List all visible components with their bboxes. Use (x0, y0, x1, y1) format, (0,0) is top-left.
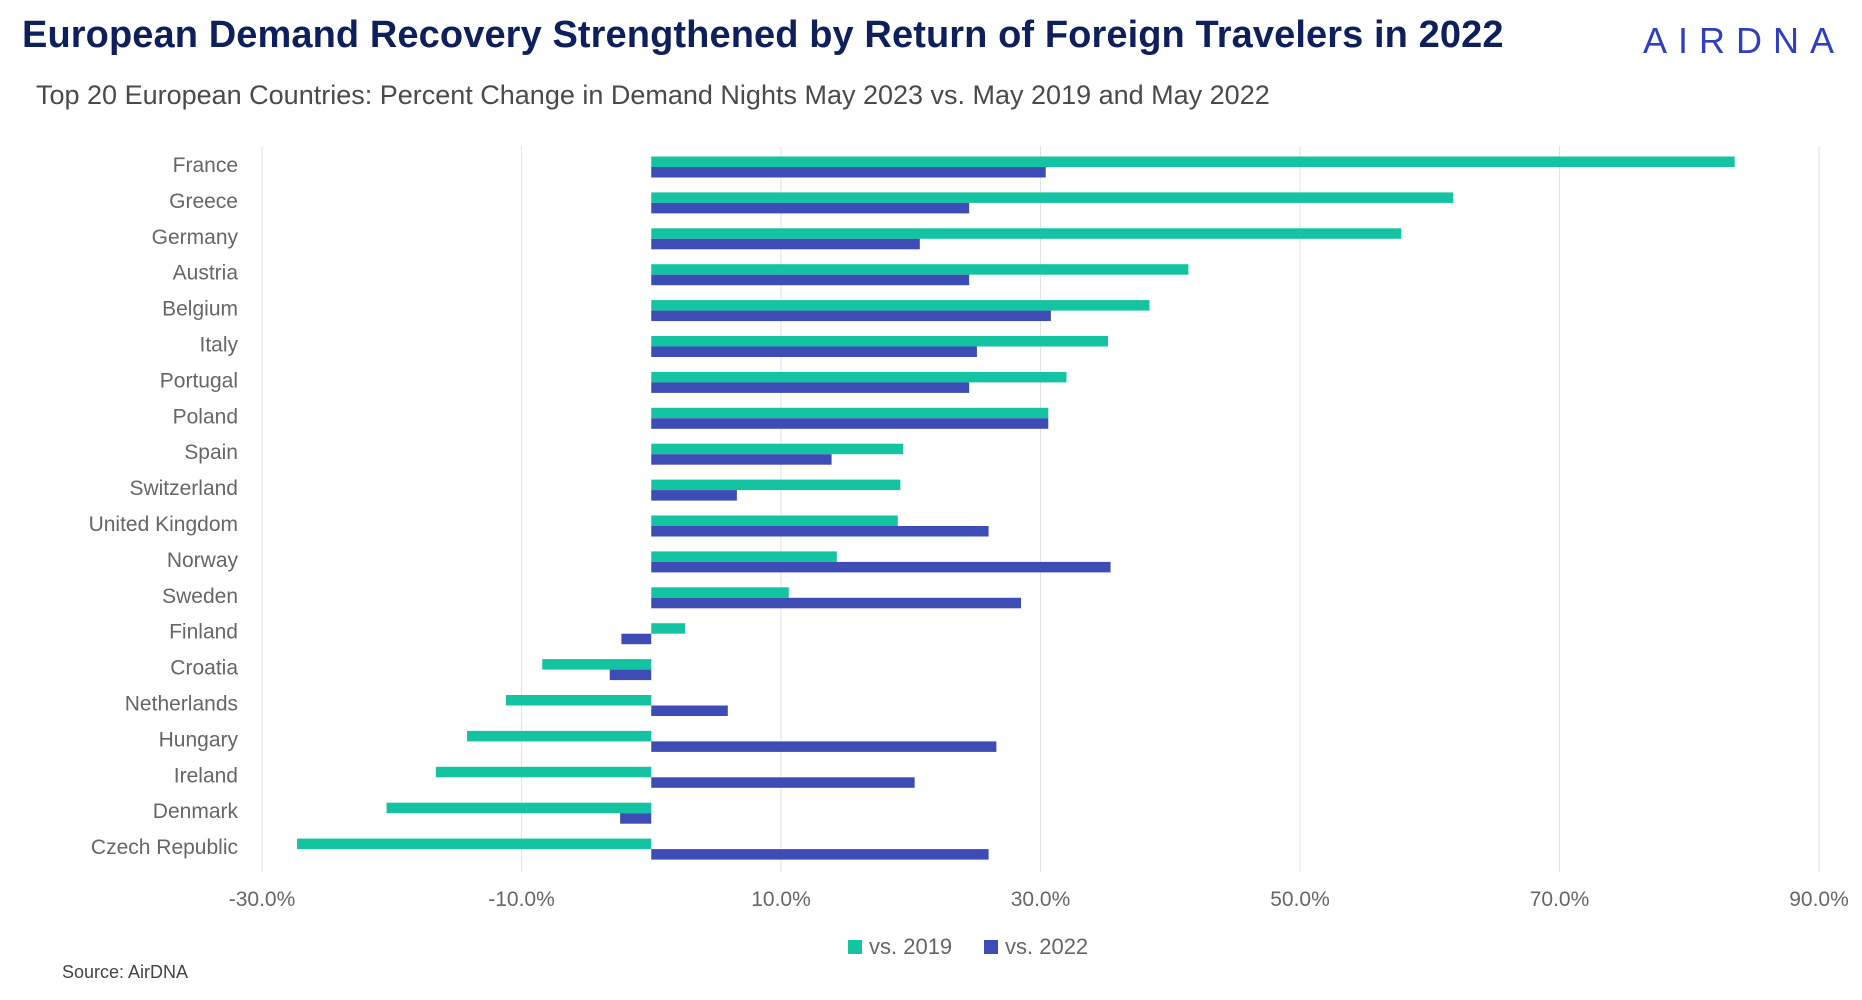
source-note: Source: AirDNA (62, 962, 189, 982)
bar-vs-2022 (651, 167, 1046, 178)
x-tick-label: 50.0% (1270, 888, 1330, 911)
bar-vs-2019 (651, 551, 837, 562)
x-tick-label: -10.0% (488, 888, 555, 911)
bar-vs-2019 (651, 192, 1454, 203)
bar-vs-2022 (651, 597, 1022, 609)
bar-vs-2019 (651, 156, 1735, 167)
airdna-logo: AIRDNA (1643, 20, 1846, 61)
bar-vs-2019 (651, 264, 1189, 275)
bar-vs-2019 (651, 371, 1067, 383)
bar-vs-2019 (651, 300, 1150, 311)
category-label: Spain (184, 441, 238, 464)
bar-vs-2019 (651, 587, 789, 598)
x-tick-label: 10.0% (751, 888, 811, 911)
category-label: Ireland (174, 764, 238, 787)
category-label: United Kingdom (89, 513, 238, 536)
bar-vs-2019 (297, 838, 652, 850)
category-label: Norway (167, 549, 239, 572)
bar-vs-2019 (651, 515, 898, 526)
category-label: Poland (173, 405, 238, 428)
legend-item-vs-2022-swatch (984, 940, 998, 954)
chart-subtitle: Top 20 European Countries: Percent Chang… (36, 80, 1270, 110)
bar-vs-2022 (651, 382, 970, 393)
bar-vs-2019 (651, 336, 1108, 347)
category-label: Denmark (153, 800, 239, 823)
legend-item-vs-2019-swatch (848, 940, 862, 954)
bar-vs-2019 (651, 479, 901, 491)
category-label: Italy (199, 334, 238, 357)
category-label: Germany (152, 226, 239, 249)
x-tick-label: 70.0% (1530, 888, 1590, 911)
category-label: Croatia (170, 657, 238, 680)
bar-vs-2019 (651, 443, 903, 455)
category-labels: France Greece Germany Austria Belgium Italy Po… (89, 154, 239, 859)
bar-vs-2022 (651, 526, 989, 537)
bar-vs-2022 (651, 418, 1049, 429)
gridlines (261, 146, 1820, 872)
bar-vs-2019 (386, 802, 652, 814)
category-label: Switzerland (129, 477, 238, 500)
category-label: Czech Republic (91, 836, 238, 859)
bar-vs-2022 (651, 849, 989, 860)
category-label: Sweden (162, 585, 238, 608)
bar-vs-2019 (467, 730, 652, 742)
bar-vs-2019 (435, 766, 652, 778)
bar-vs-2019 (542, 659, 652, 670)
category-label: Portugal (160, 369, 238, 392)
category-label: France (173, 154, 238, 177)
x-tick-label: 90.0% (1789, 888, 1849, 911)
bar-vs-2022 (651, 454, 832, 465)
category-label: Greece (169, 190, 238, 213)
bar-vs-2022 (609, 669, 652, 681)
category-label: Netherlands (125, 693, 238, 716)
bar-vs-2022 (651, 490, 737, 501)
bar-vs-2019 (505, 695, 652, 706)
bar-vs-2022 (620, 813, 652, 824)
x-tick-label: 30.0% (1011, 888, 1071, 911)
legend: vs. 2019 vs. 2022 (848, 934, 1088, 959)
bar-vs-2019 (651, 623, 685, 634)
legend-item-vs-2019-label: vs. 2019 (869, 934, 952, 959)
bar-vs-2022 (651, 202, 970, 214)
bar-vs-2022 (651, 238, 920, 250)
bar-vs-2022 (651, 561, 1111, 573)
bar-vs-2022 (621, 633, 652, 645)
bar-vs-2022 (651, 705, 728, 716)
category-label: Belgium (162, 298, 238, 321)
x-axis-tick-labels: -30.0% -10.0% 10.0% 30.0% 50.0% 70.0% 90.0% (229, 888, 1849, 911)
bar-vs-2019 (651, 228, 1402, 239)
bar-vs-2022 (651, 777, 915, 788)
bar-vs-2022 (651, 346, 977, 357)
bar-vs-2022 (651, 310, 1051, 322)
category-label: Finland (169, 621, 238, 644)
bar-vs-2022 (651, 741, 997, 752)
x-tick-label: -30.0% (229, 888, 296, 911)
bar-vs-2019 (651, 407, 1049, 419)
bars-group (297, 156, 1735, 860)
bar-vs-2022 (651, 274, 970, 286)
category-label: Austria (173, 262, 239, 285)
chart-title: European Demand Recovery Strengthened by… (22, 14, 1504, 56)
legend-item-vs-2022-label: vs. 2022 (1005, 934, 1088, 959)
category-label: Hungary (159, 728, 239, 751)
